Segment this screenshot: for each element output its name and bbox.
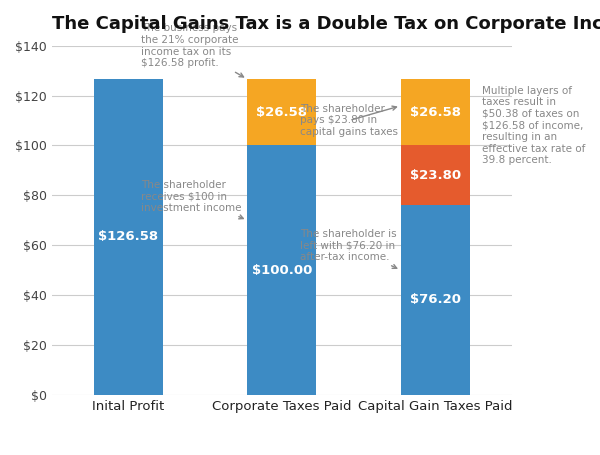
Bar	[247, 79, 316, 146]
Bar	[401, 205, 470, 395]
Text: Multiple layers of
taxes result in
$50.38 of taxes on
$126.58 of income,
resulti: Multiple layers of taxes result in $50.3…	[482, 86, 586, 165]
Text: $76.20: $76.20	[410, 293, 461, 306]
Text: $126.58: $126.58	[98, 231, 158, 243]
Bar	[247, 146, 316, 395]
Text: The shareholder
receives $100 in
investment income: The shareholder receives $100 in investm…	[140, 180, 244, 219]
Bar	[401, 79, 470, 146]
Text: $26.58: $26.58	[256, 106, 307, 119]
Text: @TaxFoundation: @TaxFoundation	[491, 435, 594, 448]
Text: The Capital Gains Tax is a Double Tax on Corporate Income: The Capital Gains Tax is a Double Tax on…	[52, 15, 600, 33]
Text: $100.00: $100.00	[251, 263, 312, 277]
Text: The shareholder is
left with $76.20 in
after-tax income.: The shareholder is left with $76.20 in a…	[300, 228, 397, 268]
Bar	[94, 79, 163, 395]
Text: The shareholder
pays $23.80 in
capital gains taxes: The shareholder pays $23.80 in capital g…	[300, 104, 398, 137]
Text: $23.80: $23.80	[410, 169, 461, 182]
Text: $26.58: $26.58	[410, 106, 461, 119]
Bar	[401, 146, 470, 205]
Text: The business pays
the 21% corporate
income tax on its
$126.58 profit.: The business pays the 21% corporate inco…	[140, 23, 244, 77]
Text: TAX FOUNDATION: TAX FOUNDATION	[6, 435, 130, 448]
